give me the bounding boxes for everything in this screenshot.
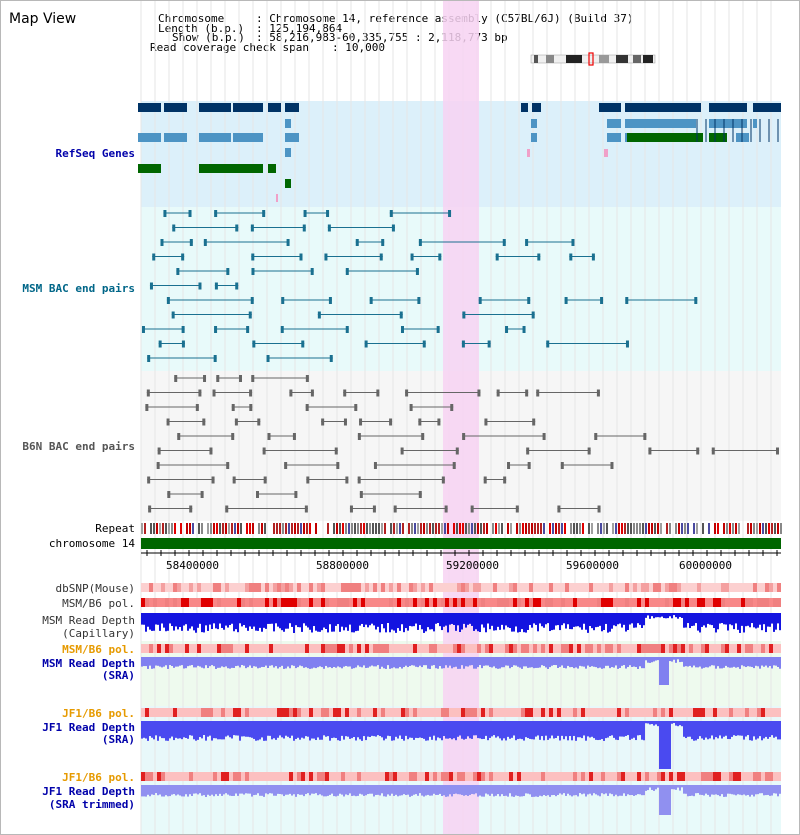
msm-bac-end-pairs-track: [141, 210, 698, 362]
axis-tick-label: 60000000: [679, 559, 732, 572]
chromosome-key: Chromosome: [158, 12, 225, 25]
label-jf1-depth-sra-1: JF1 Read Depth: [42, 721, 135, 734]
read-depth-tracks: [141, 613, 781, 815]
label-msm-bac: MSM BAC end pairs: [22, 282, 135, 295]
label-jf1-b6-pol-2: JF1/B6 pol.: [62, 771, 135, 784]
selection-highlight: [443, 1, 479, 834]
label-jf1-depth-sra-2: (SRA): [101, 733, 135, 746]
label-msm-depth-cap-2: (Capillary): [62, 627, 135, 640]
label-dbsnp: dbSNP(Mouse): [55, 582, 135, 595]
position-axis: [141, 550, 781, 556]
coverage-key: Read coverage check span: [150, 41, 309, 54]
axis-tick-label: 59200000: [446, 559, 499, 572]
label-repeat: Repeat: [95, 522, 135, 535]
polymorphism-heat-tracks: [141, 583, 781, 781]
label-msm-depth-cap-1: MSM Read Depth: [42, 614, 135, 627]
b6n-bac-end-pairs-track: [145, 375, 779, 513]
repeat-track: [141, 523, 782, 534]
label-jf1-depth-trim-1: JF1 Read Depth: [42, 785, 135, 798]
label-msm-depth-sra-2: (SRA): [101, 669, 135, 682]
label-chromosome: chromosome 14: [48, 537, 135, 550]
chromosome-ideogram: [530, 52, 656, 66]
axis-tick-label: 58400000: [166, 559, 219, 572]
label-jf1-b6-pol: JF1/B6 pol.: [62, 707, 135, 720]
length-key: Length (b.p.): [158, 22, 245, 35]
label-msm-depth-sra-1: MSM Read Depth: [42, 657, 135, 670]
label-jf1-depth-trim-2: (SRA trimmed): [48, 798, 135, 811]
axis-tick-label: 58800000: [316, 559, 369, 572]
axis-tick-label: 59600000: [566, 559, 619, 572]
label-msm-b6-pol-2: MSM/B6 pol.: [62, 643, 135, 656]
label-refseq-genes: RefSeq Genes: [55, 147, 135, 160]
length-value: : 125,194,864: [256, 22, 343, 35]
refseq-genes-track: [138, 103, 781, 202]
page-title: Map View: [9, 11, 77, 27]
label-msm-b6-pol: MSM/B6 pol.: [62, 597, 135, 610]
label-b6n-bac: B6N BAC end pairs: [22, 440, 135, 453]
chromosome-bar: [141, 538, 781, 549]
